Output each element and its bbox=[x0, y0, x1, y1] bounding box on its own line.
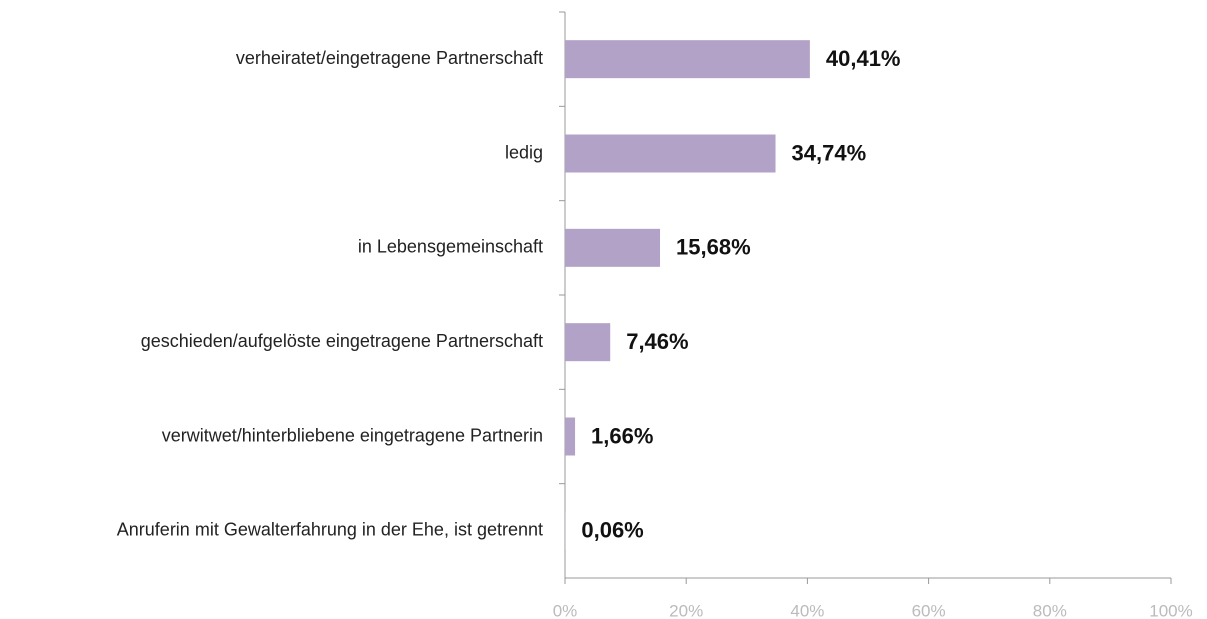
value-label: 40,41% bbox=[826, 46, 901, 71]
bar bbox=[565, 323, 611, 362]
x-tick-label: 0% bbox=[553, 601, 578, 619]
x-tick-label: 80% bbox=[1033, 601, 1067, 619]
category-label: verwitwet/hinterbliebene eingetragene Pa… bbox=[162, 425, 543, 445]
category-label: ledig bbox=[505, 142, 543, 162]
x-tick-label: 100% bbox=[1149, 601, 1192, 619]
x-tick-label: 60% bbox=[912, 601, 946, 619]
value-label: 1,66% bbox=[591, 423, 653, 448]
value-label: 34,74% bbox=[792, 140, 867, 165]
bar bbox=[565, 40, 810, 79]
value-label: 15,68% bbox=[676, 235, 751, 260]
category-label: Anruferin mit Gewalterfahrung in der Ehe… bbox=[117, 520, 543, 540]
bar bbox=[565, 417, 576, 456]
category-label: verheiratet/eingetragene Partnerschaft bbox=[236, 48, 543, 68]
bar bbox=[565, 134, 776, 173]
category-label: geschieden/aufgelöste eingetragene Partn… bbox=[141, 331, 543, 351]
x-tick-label: 20% bbox=[669, 601, 703, 619]
value-label: 7,46% bbox=[626, 329, 688, 354]
x-tick-label: 40% bbox=[790, 601, 824, 619]
category-label: in Lebensgemeinschaft bbox=[358, 237, 543, 257]
bar bbox=[565, 228, 661, 267]
value-label: 0,06% bbox=[581, 518, 643, 543]
